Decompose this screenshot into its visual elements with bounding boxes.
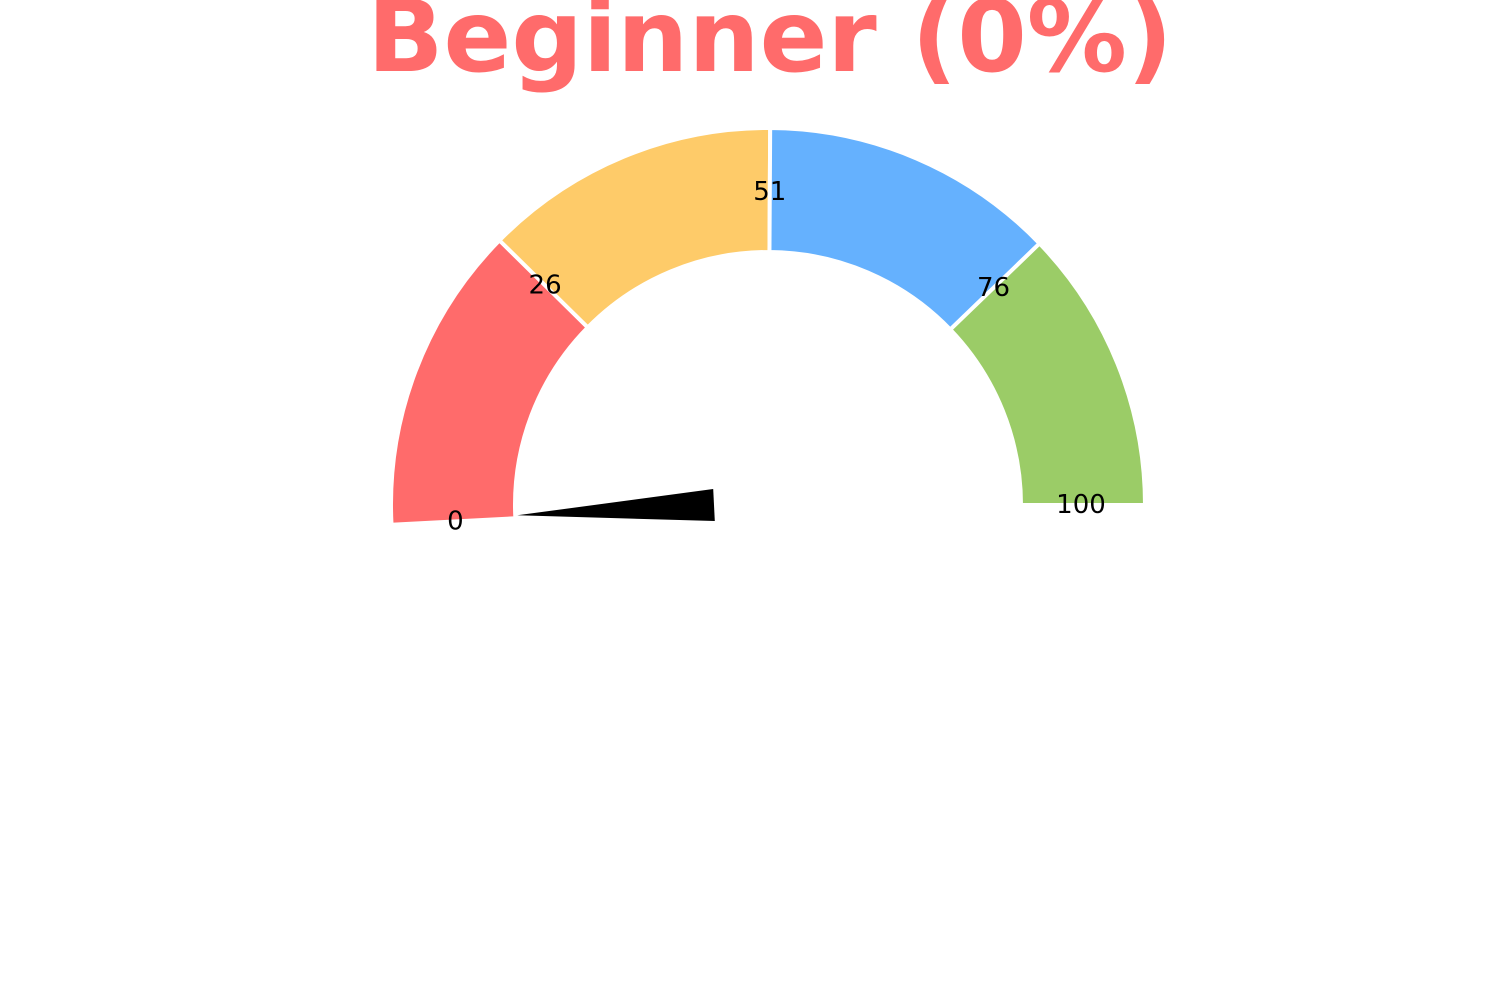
- gauge-band-4: [947, 240, 1148, 507]
- gauge-bands: [389, 125, 1148, 527]
- tick-label-0: 0: [447, 506, 464, 536]
- gauge-needle: [517, 489, 715, 521]
- tick-label-26: 26: [529, 270, 562, 300]
- tick-label-51: 51: [753, 177, 786, 207]
- gauge-tick-labels: 0 26 51 76 100: [447, 177, 1106, 536]
- chart-title: Beginner (0%): [367, 0, 1173, 95]
- gauge-needle-layer: [517, 489, 715, 521]
- tick-label-76: 76: [977, 273, 1010, 303]
- tick-label-100: 100: [1056, 490, 1106, 520]
